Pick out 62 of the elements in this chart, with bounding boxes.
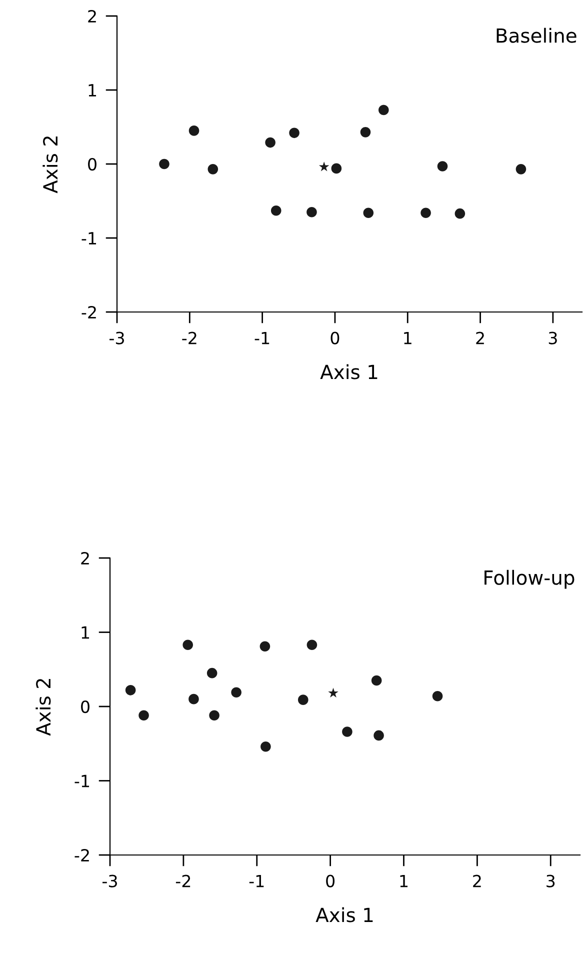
x-axis-title: Axis 1 — [316, 907, 373, 922]
y-tick-label: -1 — [74, 774, 90, 788]
y-tick-label: 1 — [82, 626, 90, 639]
x-axis-title: Axis 1 — [320, 364, 378, 380]
point — [363, 208, 374, 218]
y-tick-label: -2 — [82, 306, 96, 318]
point — [420, 208, 431, 218]
x-tick-label: -1 — [254, 332, 270, 344]
point — [138, 710, 149, 721]
x-tick-label: 0 — [326, 874, 335, 888]
y-tick-label: 0 — [88, 158, 96, 171]
point — [432, 690, 443, 702]
text: Follow-up — [484, 570, 574, 589]
x-tick-label: 2 — [473, 874, 481, 888]
x-tick-label: 3 — [546, 874, 555, 888]
y-tick-label: 2 — [81, 552, 89, 564]
point — [371, 675, 382, 686]
y-tick-label: 1 — [88, 84, 96, 96]
point — [360, 127, 371, 138]
point — [209, 710, 220, 721]
point — [378, 104, 389, 116]
point — [306, 206, 317, 218]
point — [188, 126, 200, 136]
point — [125, 685, 136, 696]
x-tick-label: 1 — [400, 874, 408, 888]
chart-title: Baseline — [496, 28, 576, 43]
point — [298, 694, 308, 705]
y-tick-label: -1 — [82, 232, 96, 244]
point — [260, 741, 271, 752]
point — [289, 128, 300, 138]
x-tick-label: -2 — [182, 332, 196, 344]
point — [182, 640, 193, 650]
y-tick-label: -2 — [74, 848, 89, 862]
point — [374, 730, 384, 741]
point — [342, 726, 352, 737]
point — [454, 208, 466, 219]
point — [159, 158, 170, 170]
point — [260, 641, 270, 652]
x-tick-label: 2 — [476, 332, 484, 344]
x-tick-label: -2 — [176, 874, 190, 888]
x-tick-label: 1 — [404, 332, 412, 344]
point — [188, 694, 199, 704]
x-tick-label: -3 — [110, 332, 124, 344]
point — [331, 163, 342, 174]
x-tick-label: -3 — [102, 874, 117, 888]
point — [328, 688, 338, 698]
y-tick-label: 2 — [88, 10, 96, 22]
y-tick-label: 0 — [81, 700, 90, 714]
point — [231, 687, 242, 698]
y-axis-title: Axis 2 — [42, 136, 58, 194]
point — [265, 137, 276, 148]
point — [318, 162, 330, 172]
point — [208, 164, 218, 174]
point — [270, 205, 282, 216]
point — [206, 668, 218, 678]
x-tick-label: 3 — [548, 332, 557, 344]
x-tick-label: 0 — [330, 332, 340, 344]
point — [437, 161, 448, 172]
x-tick-label: -1 — [249, 874, 264, 888]
y-axis-title: Axis 2 — [36, 679, 51, 736]
point — [306, 640, 318, 650]
point — [516, 164, 526, 174]
